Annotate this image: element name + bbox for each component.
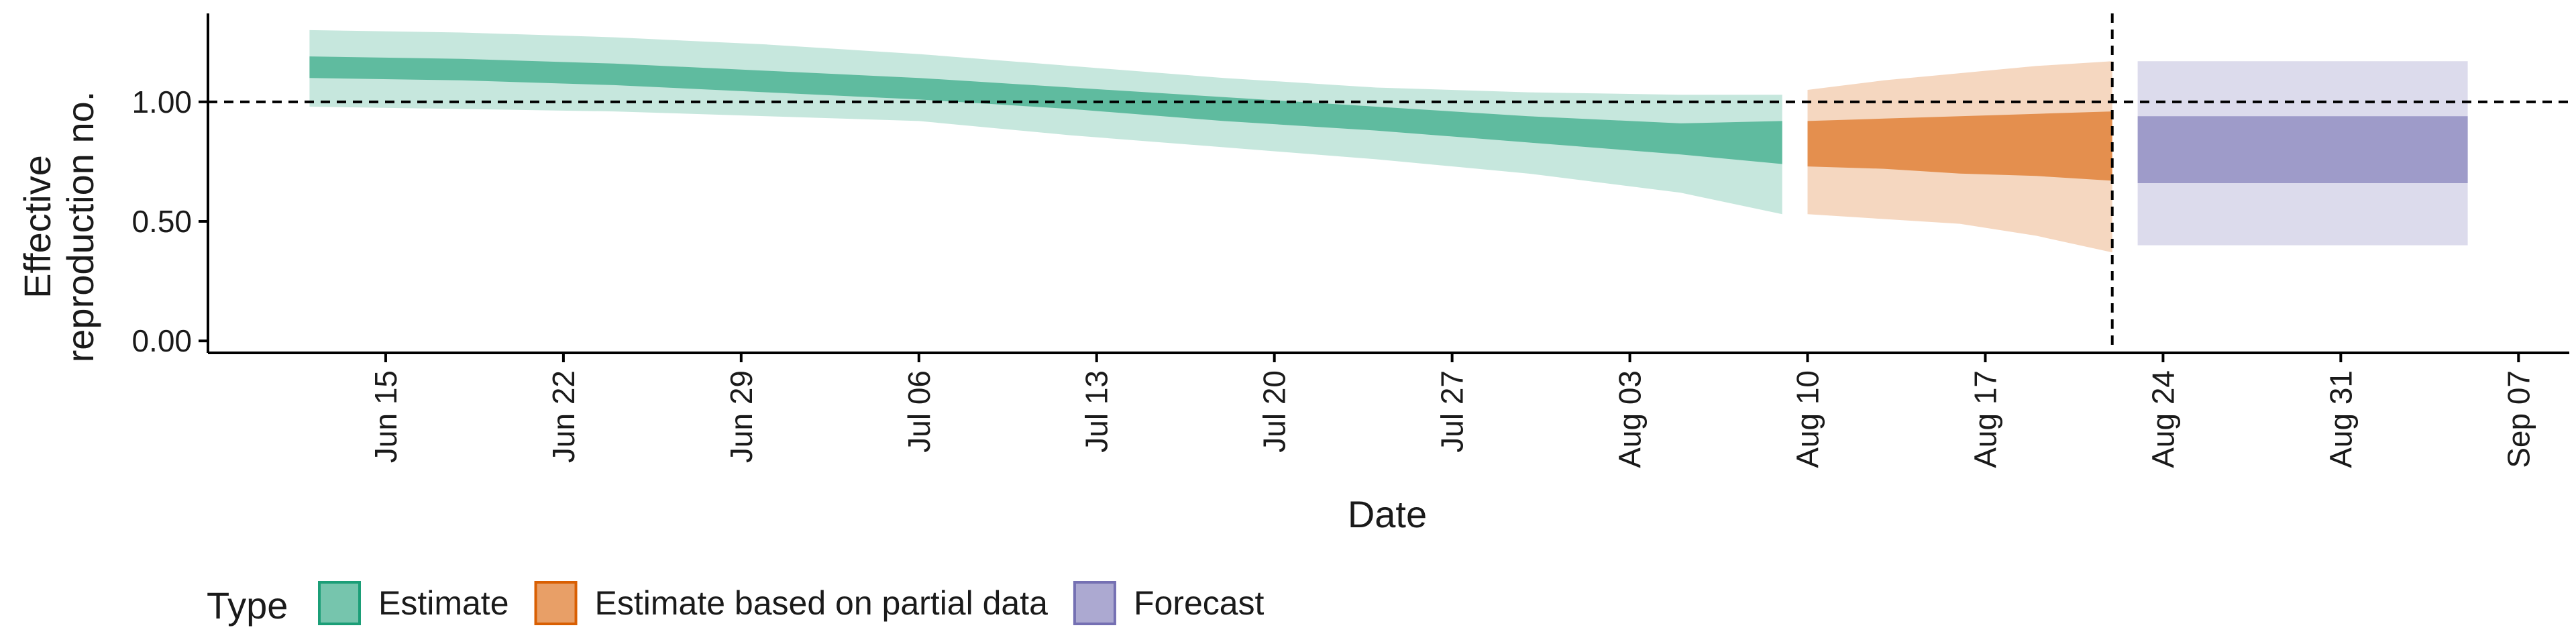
legend-label-2: Forecast: [1134, 584, 1265, 622]
x-tick-label: Aug 03: [1613, 370, 1648, 468]
x-tick-label: Jun 15: [368, 370, 403, 463]
y-tick-label: 0.00: [131, 323, 192, 358]
x-tick-label: Jul 06: [902, 370, 936, 453]
x-tick-label: Aug 17: [1968, 370, 2003, 468]
y-tick-label: 1.00: [131, 85, 192, 119]
legend-label-0: Estimate: [378, 584, 509, 622]
legend-key-1: [534, 581, 578, 625]
legend-key-2: [1073, 581, 1116, 625]
x-axis-ticks: Jun 15 Jun 22 Jun 29 Jul 06 Jul 13 Jul 20 Jul …: [368, 353, 2536, 468]
x-tick-label: Aug 24: [2145, 370, 2180, 468]
y-tick-label: 0.50: [131, 204, 192, 239]
legend-title: Type: [207, 584, 288, 627]
ribbon-inner-1: [1807, 111, 2112, 181]
legend-label-1: Estimate based on partial data: [595, 584, 1049, 622]
x-tick-label: Jul 20: [1257, 370, 1292, 453]
x-tick-label: Jun 29: [724, 370, 759, 463]
x-tick-label: Aug 10: [1790, 370, 1825, 468]
x-tick-label: Jun 22: [546, 370, 581, 463]
y-axis-ticks: 0.00 0.50 1.00: [131, 85, 208, 358]
legend: Type Estimate Estimate based on partial d…: [207, 581, 1265, 627]
y-axis-title-line-2: reproduction no.: [59, 91, 101, 363]
y-axis-title: Effective reproduction no.: [16, 91, 101, 363]
x-axis-title: Date: [1348, 493, 1427, 535]
x-tick-label: Jul 13: [1079, 370, 1114, 453]
ribbon-inner-2: [2137, 116, 2468, 183]
x-tick-label: Aug 31: [2323, 370, 2358, 468]
x-tick-label: Jul 27: [1435, 370, 1470, 453]
legend-key-0: [318, 581, 361, 625]
ribbon-inner-0: [309, 56, 1782, 164]
x-tick-label: Sep 07: [2501, 370, 2536, 468]
ribbon-layer: [309, 30, 2468, 253]
y-axis-title-line-1: Effective: [16, 155, 58, 299]
